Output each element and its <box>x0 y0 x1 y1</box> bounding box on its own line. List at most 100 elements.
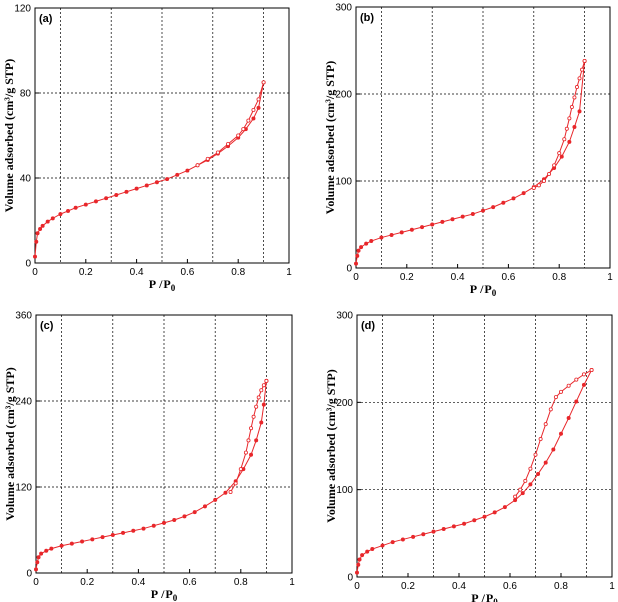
data-point <box>553 395 558 400</box>
y-tick-label: 200 <box>335 90 352 101</box>
x-tick-label: 0 <box>354 581 360 592</box>
data-point <box>462 521 467 526</box>
x-axis-label-p0: P <box>486 591 493 602</box>
y-axis-label: Volume adsorbed (cm³/g STP) <box>323 61 337 215</box>
data-point <box>566 416 571 421</box>
data-point <box>380 543 385 548</box>
data-point <box>226 141 231 146</box>
data-point <box>233 481 238 486</box>
data-point <box>357 557 362 562</box>
data-point <box>518 487 523 492</box>
data-point <box>93 199 98 204</box>
series-line-desorption <box>197 82 265 166</box>
data-point <box>480 208 485 213</box>
data-point <box>528 466 533 471</box>
data-point <box>50 216 55 221</box>
data-point <box>261 402 266 407</box>
x-tick-label: 0 <box>32 267 38 278</box>
data-point <box>192 510 197 515</box>
y-tick-label: 100 <box>336 485 353 496</box>
series-line-desorption <box>514 369 592 497</box>
panel-label: (b) <box>360 12 374 24</box>
y-axis-label: Volume adsorbed (cm³/g STP) <box>3 367 17 521</box>
y-tick-label: 300 <box>336 311 353 322</box>
x-tick-label: 0.2 <box>80 577 94 588</box>
data-point <box>581 372 586 377</box>
data-point <box>353 261 358 266</box>
data-point <box>261 383 266 388</box>
data-point <box>215 150 220 155</box>
panel-label: (d) <box>361 320 375 332</box>
data-point <box>35 560 40 565</box>
data-point <box>131 528 136 533</box>
data-point <box>114 192 119 197</box>
data-point <box>580 67 585 72</box>
data-point <box>175 172 180 177</box>
data-point <box>491 205 496 210</box>
data-point <box>440 219 445 224</box>
data-point <box>59 543 64 548</box>
data-point <box>39 551 44 556</box>
data-point <box>472 518 477 523</box>
series-line-adsorption <box>34 82 265 257</box>
data-point <box>33 254 38 259</box>
data-point <box>104 196 109 201</box>
series-line-adsorption <box>35 380 267 570</box>
y-tick-label: 200 <box>336 398 353 409</box>
x-tick-label: 0.8 <box>234 577 248 588</box>
x-axis-label-subscript: 0 <box>171 283 176 293</box>
data-point <box>589 368 594 373</box>
data-point <box>251 414 256 419</box>
data-point <box>141 526 146 531</box>
x-axis-label-sep: / <box>481 591 486 602</box>
data-point <box>66 208 71 213</box>
data-point <box>236 133 241 138</box>
data-point <box>559 389 564 394</box>
data-point <box>49 546 54 551</box>
data-point <box>165 177 170 182</box>
data-point <box>90 537 95 542</box>
data-point <box>421 532 426 537</box>
data-point <box>151 523 156 528</box>
data-point <box>134 186 139 191</box>
x-tick-label: 0.2 <box>79 267 93 278</box>
y-tick-label: 0 <box>25 259 31 270</box>
data-point <box>144 183 149 188</box>
x-tick-label: 0.2 <box>401 581 415 592</box>
data-point <box>69 541 74 546</box>
x-axis-label-subscript: 0 <box>492 288 497 298</box>
data-point <box>154 180 159 185</box>
data-point <box>228 490 233 495</box>
data-point <box>513 494 518 499</box>
data-point <box>243 450 248 455</box>
x-tick-label: 0.6 <box>503 581 517 592</box>
data-point <box>552 163 557 168</box>
data-point <box>513 498 518 503</box>
panel-label: (c) <box>40 320 54 332</box>
series-line-desorption <box>533 60 586 189</box>
y-tick-label: 240 <box>15 397 32 408</box>
data-point <box>528 482 533 487</box>
plot-frame <box>35 314 293 574</box>
data-point <box>547 172 552 177</box>
data-point <box>543 422 548 427</box>
x-axis-label-p: P <box>151 587 158 601</box>
data-point <box>569 105 574 110</box>
data-point <box>441 526 446 531</box>
data-point <box>450 217 455 222</box>
x-axis-label: P/P0 <box>471 591 498 602</box>
data-point <box>521 191 526 196</box>
data-point <box>241 127 246 132</box>
data-point <box>259 388 264 393</box>
y-tick-label: 0 <box>347 573 353 584</box>
data-point <box>202 504 207 509</box>
x-tick-label: 1 <box>289 577 295 588</box>
x-tick-label: 0.8 <box>231 267 245 278</box>
data-point <box>100 535 105 540</box>
series-line-desorption <box>230 380 267 493</box>
data-point <box>430 222 435 227</box>
data-point <box>531 185 536 190</box>
